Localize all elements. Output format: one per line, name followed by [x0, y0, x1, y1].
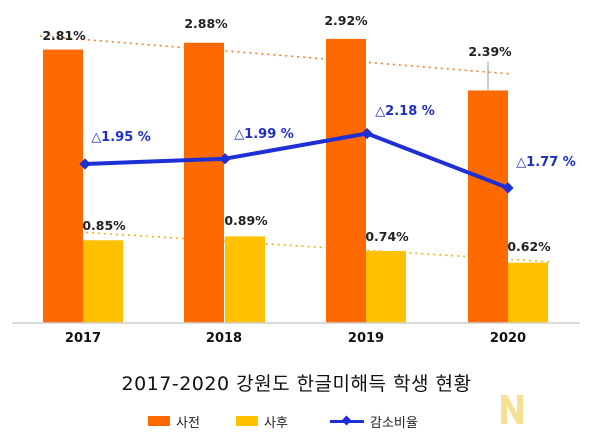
legend-label-post: 사후 [264, 415, 288, 431]
legend-swatch-pre [148, 416, 170, 426]
rate-point-2019 [361, 127, 373, 140]
bar-pre-2019 [326, 38, 366, 323]
bar-pre-2018 [184, 42, 224, 323]
trendline-post [79, 231, 553, 263]
x-tick-label-2018: 2018 [206, 331, 242, 346]
legend-swatch-post [236, 416, 258, 426]
legend-label-rate: 감소비율 [370, 415, 418, 431]
bar-layer [43, 38, 548, 323]
legend-item-rate: 감소비율 [330, 411, 418, 431]
legend-label-pre: 사전 [176, 415, 200, 431]
rate-point-2020 [502, 182, 514, 194]
data-label-layer: 2.81% 2.88% 2.92% 2.39% 0.85% 0.89% 0.74% 0.62%… [42, 13, 576, 254]
data-label-rate-2020: △1.77 % [516, 155, 576, 170]
bar-pre-2017 [43, 49, 83, 323]
bar-post-2017 [83, 240, 123, 323]
rate-point-2018 [219, 153, 231, 165]
bar-pre-2020 [468, 90, 508, 323]
x-tick-label-2019: 2019 [348, 331, 384, 346]
data-label-post-2018: 0.89% [224, 213, 268, 228]
trendline-layer [39, 35, 553, 263]
legend-swatch-rate [330, 415, 364, 427]
data-label-post-2019: 0.74% [365, 229, 409, 244]
data-label-rate-2018: △1.99 % [234, 127, 294, 142]
legend: 사전 사후 감소비율 [0, 411, 593, 431]
rate-line [84, 131, 509, 190]
bar-post-2018 [225, 236, 265, 323]
trendline-pre [39, 35, 513, 75]
bar-post-2019 [366, 250, 406, 323]
data-label-pre-2017: 2.81% [42, 28, 86, 43]
data-label-pre-2020: 2.39% [468, 44, 512, 59]
data-label-post-2017: 0.85% [82, 218, 126, 233]
x-tick-label-2020: 2020 [490, 331, 526, 346]
data-label-rate-2017: △1.95 % [91, 130, 151, 145]
x-tick-label-2017: 2017 [65, 331, 101, 346]
data-label-post-2020: 0.62% [507, 239, 551, 254]
category-labels: 2017 2018 2019 2020 [65, 331, 526, 346]
chart: 2017 2018 2019 2020 2.81% 2.88% 2.92% 2.39% 0.8… [12, 13, 580, 346]
bar-post-2020 [508, 262, 548, 323]
data-label-pre-2019: 2.92% [324, 13, 368, 28]
data-label-pre-2018: 2.88% [184, 16, 228, 31]
data-label-rate-2019: △2.18 % [375, 104, 435, 119]
n-logo-icon [501, 395, 523, 424]
legend-item-post: 사후 [236, 411, 288, 431]
legend-item-pre: 사전 [148, 411, 200, 431]
chart-title: 2017-2020 강원도 한글미해득 학생 현황 [121, 373, 472, 395]
